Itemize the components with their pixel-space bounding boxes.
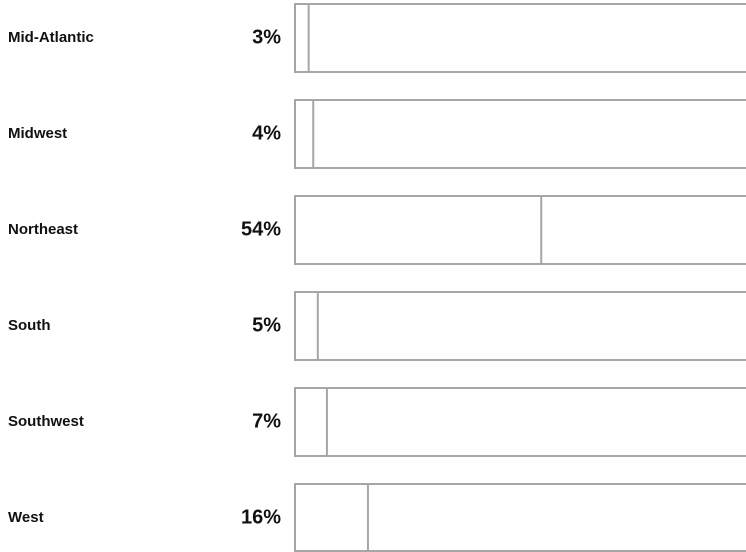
value-label: 3%	[252, 26, 281, 48]
category-label: West	[8, 509, 44, 526]
category-label: Northeast	[8, 221, 78, 238]
bar-frame	[294, 483, 746, 552]
value-label: 54%	[241, 218, 281, 240]
value-label: 5%	[252, 314, 281, 336]
value-label: 4%	[252, 122, 281, 144]
bar-frame	[294, 387, 746, 457]
value-label: 7%	[252, 410, 281, 432]
category-label: South	[8, 317, 51, 334]
bar-frame	[294, 195, 746, 265]
bar-frame	[294, 99, 746, 169]
bar-frame	[294, 291, 746, 361]
bar-frame	[294, 3, 746, 73]
value-label: 16%	[241, 506, 281, 528]
category-label: Mid-Atlantic	[8, 29, 94, 46]
category-label: Midwest	[8, 125, 67, 142]
category-label: Southwest	[8, 413, 84, 430]
